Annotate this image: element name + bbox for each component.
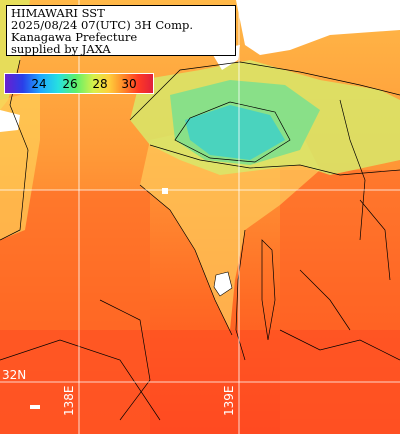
colorbar-tick-label: 26 bbox=[62, 77, 78, 91]
cool-tongue bbox=[140, 120, 320, 330]
region-line: Kanagawa Prefecture bbox=[11, 30, 138, 44]
credit-line: supplied by JAXA bbox=[11, 42, 111, 56]
colorbar-tick-label: 24 bbox=[31, 77, 47, 91]
date-line: 2025/08/24 07(UTC) 3H Comp. bbox=[11, 18, 194, 32]
colorbar-tick-label: 30 bbox=[121, 77, 137, 91]
coldest-patch bbox=[185, 105, 285, 160]
latitude-label: 32N bbox=[2, 368, 27, 382]
title-line: HIMAWARI SST bbox=[11, 6, 105, 20]
cloud-west bbox=[0, 110, 20, 132]
longitude-label: 139E bbox=[222, 385, 236, 417]
map-title-box: HIMAWARI SST 2025/08/24 07(UTC) 3H Comp.… bbox=[6, 5, 236, 56]
land-north bbox=[236, 0, 400, 55]
longitude-label: 138E bbox=[62, 385, 76, 417]
temperature-colorbar: 24 26 28 30 bbox=[4, 73, 154, 94]
islet bbox=[162, 188, 168, 194]
colorbar-tick-label: 28 bbox=[92, 77, 108, 91]
island-cloud bbox=[213, 271, 233, 297]
cloud-speck bbox=[30, 405, 40, 409]
